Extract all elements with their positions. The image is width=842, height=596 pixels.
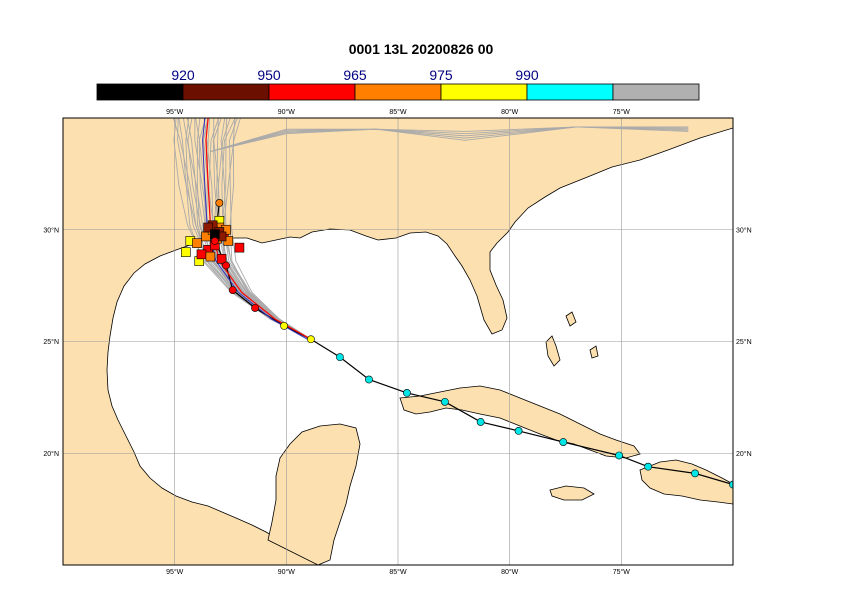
x-tick-label-top: 80°W xyxy=(501,108,519,116)
observed-track-point xyxy=(559,438,568,446)
x-tick-label-bottom: 80°W xyxy=(501,568,519,576)
observed-track-point xyxy=(476,418,485,426)
x-tick-label-top: 75°W xyxy=(613,108,631,116)
yucatan-land xyxy=(267,423,361,565)
observed-track-point xyxy=(365,375,373,384)
observed-track-point xyxy=(228,286,237,294)
landfall-square xyxy=(234,242,245,253)
map-frame xyxy=(62,117,734,566)
observed-track-point xyxy=(336,353,344,362)
colorbar-segment xyxy=(354,83,442,101)
y-tick-label-right: 20°N xyxy=(736,450,752,458)
y-tick-label-left: 30°N xyxy=(43,226,59,234)
y-tick-label-left: 25°N xyxy=(43,338,59,346)
observed-track-point xyxy=(615,451,623,460)
colorbar-segment xyxy=(526,83,614,101)
colorbar-label: 920 xyxy=(171,67,195,83)
observed-track-point xyxy=(210,237,219,245)
y-tick-label-right: 30°N xyxy=(736,226,752,234)
axis-tick-labels: 95°W 90°W 85°W 80°W 75°W 95°W 90°W 85°W 80°W 75°W… xyxy=(43,108,751,576)
bahamas-land xyxy=(545,335,561,367)
ensemble-track-recurve xyxy=(210,126,689,152)
observed-track-point xyxy=(514,426,523,435)
landfall-square xyxy=(216,254,227,264)
landfall-square xyxy=(196,249,207,260)
x-tick-label-bottom: 90°W xyxy=(278,568,296,576)
observed-track-points xyxy=(210,199,733,489)
colorbar-segment xyxy=(268,83,356,101)
landfall-square xyxy=(203,222,213,233)
landfall-markers xyxy=(181,216,245,266)
x-tick-label-bottom: 75°W xyxy=(613,568,631,576)
bahamas-land-3 xyxy=(589,345,599,359)
x-tick-label-top: 85°W xyxy=(389,108,407,116)
hispaniola-land xyxy=(639,459,733,505)
colorbar-segment xyxy=(96,83,184,101)
colorbar-label: 950 xyxy=(257,67,281,83)
observed-track-point xyxy=(729,480,733,489)
x-tick-label-top: 90°W xyxy=(278,108,296,116)
landfall-square xyxy=(205,251,216,262)
observed-track-point xyxy=(691,469,699,478)
x-tick-label-top: 95°W xyxy=(166,108,184,116)
colorbar-segment xyxy=(440,83,528,101)
observed-track-point xyxy=(251,304,259,312)
observed-track-point xyxy=(306,335,315,344)
observed-track-point xyxy=(215,199,224,207)
observed-track-point xyxy=(222,261,230,270)
observed-track-point xyxy=(403,389,411,397)
pressure-colorbar xyxy=(96,83,700,101)
x-tick-label-bottom: 85°W xyxy=(389,568,407,576)
observed-track-point xyxy=(644,462,653,471)
colorbar-segment xyxy=(612,83,700,101)
colorbar-labels: 920 950 965 975 990 xyxy=(171,67,539,83)
map-content xyxy=(63,118,733,565)
ensemble-track xyxy=(229,118,312,340)
y-tick-label-left: 20°N xyxy=(43,450,59,458)
jamaica-land xyxy=(549,485,595,501)
landfall-square xyxy=(192,238,202,248)
colorbar-label: 965 xyxy=(343,67,367,83)
landfall-square xyxy=(181,247,191,257)
map-title: 0001 13L 20200826 00 xyxy=(348,41,494,57)
colorbar-label: 990 xyxy=(515,67,539,83)
observed-track-point xyxy=(440,397,449,406)
colorbar-segment xyxy=(182,83,270,101)
y-tick-label-right: 25°N xyxy=(736,338,752,346)
observed-track-point xyxy=(280,321,288,330)
observed-track-line xyxy=(214,202,733,486)
x-tick-label-bottom: 95°W xyxy=(166,568,184,576)
bahamas-land-2 xyxy=(565,311,577,327)
colorbar-label: 975 xyxy=(429,67,453,83)
